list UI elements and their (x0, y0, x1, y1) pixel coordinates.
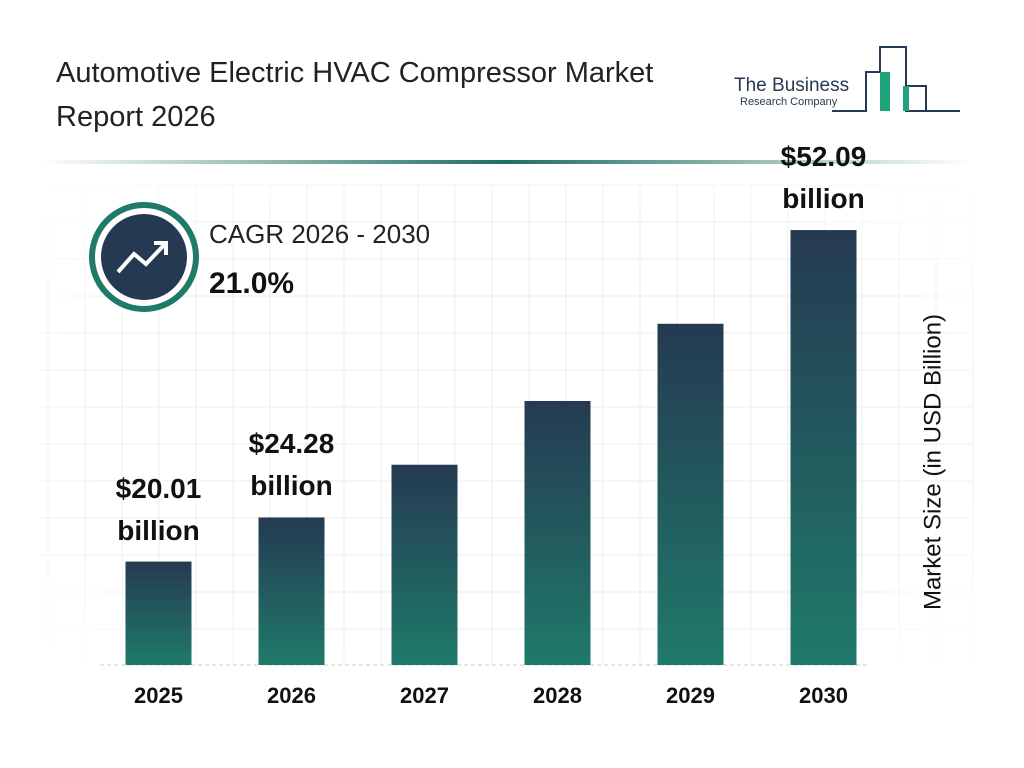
bar (125, 561, 192, 665)
x-tick-label: 2026 (267, 683, 316, 708)
bar (657, 323, 724, 665)
logo-text: The Business (734, 75, 849, 96)
cagr-badge (89, 202, 199, 312)
chart-title: Automotive Electric HVAC Compressor Mark… (56, 57, 653, 133)
bar (524, 400, 591, 665)
divider (40, 160, 970, 164)
x-tick-label: 2028 (533, 683, 582, 708)
y-axis-label: Market Size (in USD Billion) (919, 314, 946, 610)
logo: The Business Research Company (734, 46, 960, 112)
cagr-value: 21.0% (209, 267, 294, 300)
x-tick-label: 2030 (799, 683, 848, 708)
cagr-label: CAGR 2026 - 2030 (209, 219, 430, 249)
bar (790, 230, 857, 665)
value-label: $24.28 billion (248, 428, 335, 502)
bar (391, 464, 458, 665)
logo-text: Research Company (740, 96, 838, 108)
x-tick-label: 2027 (400, 683, 449, 708)
x-tick-label: 2029 (666, 683, 715, 708)
value-label: $52.09 billion (780, 141, 867, 215)
x-tick-label: 2025 (134, 683, 183, 708)
bar (258, 517, 325, 665)
value-label: $20.01 billion (115, 472, 202, 546)
